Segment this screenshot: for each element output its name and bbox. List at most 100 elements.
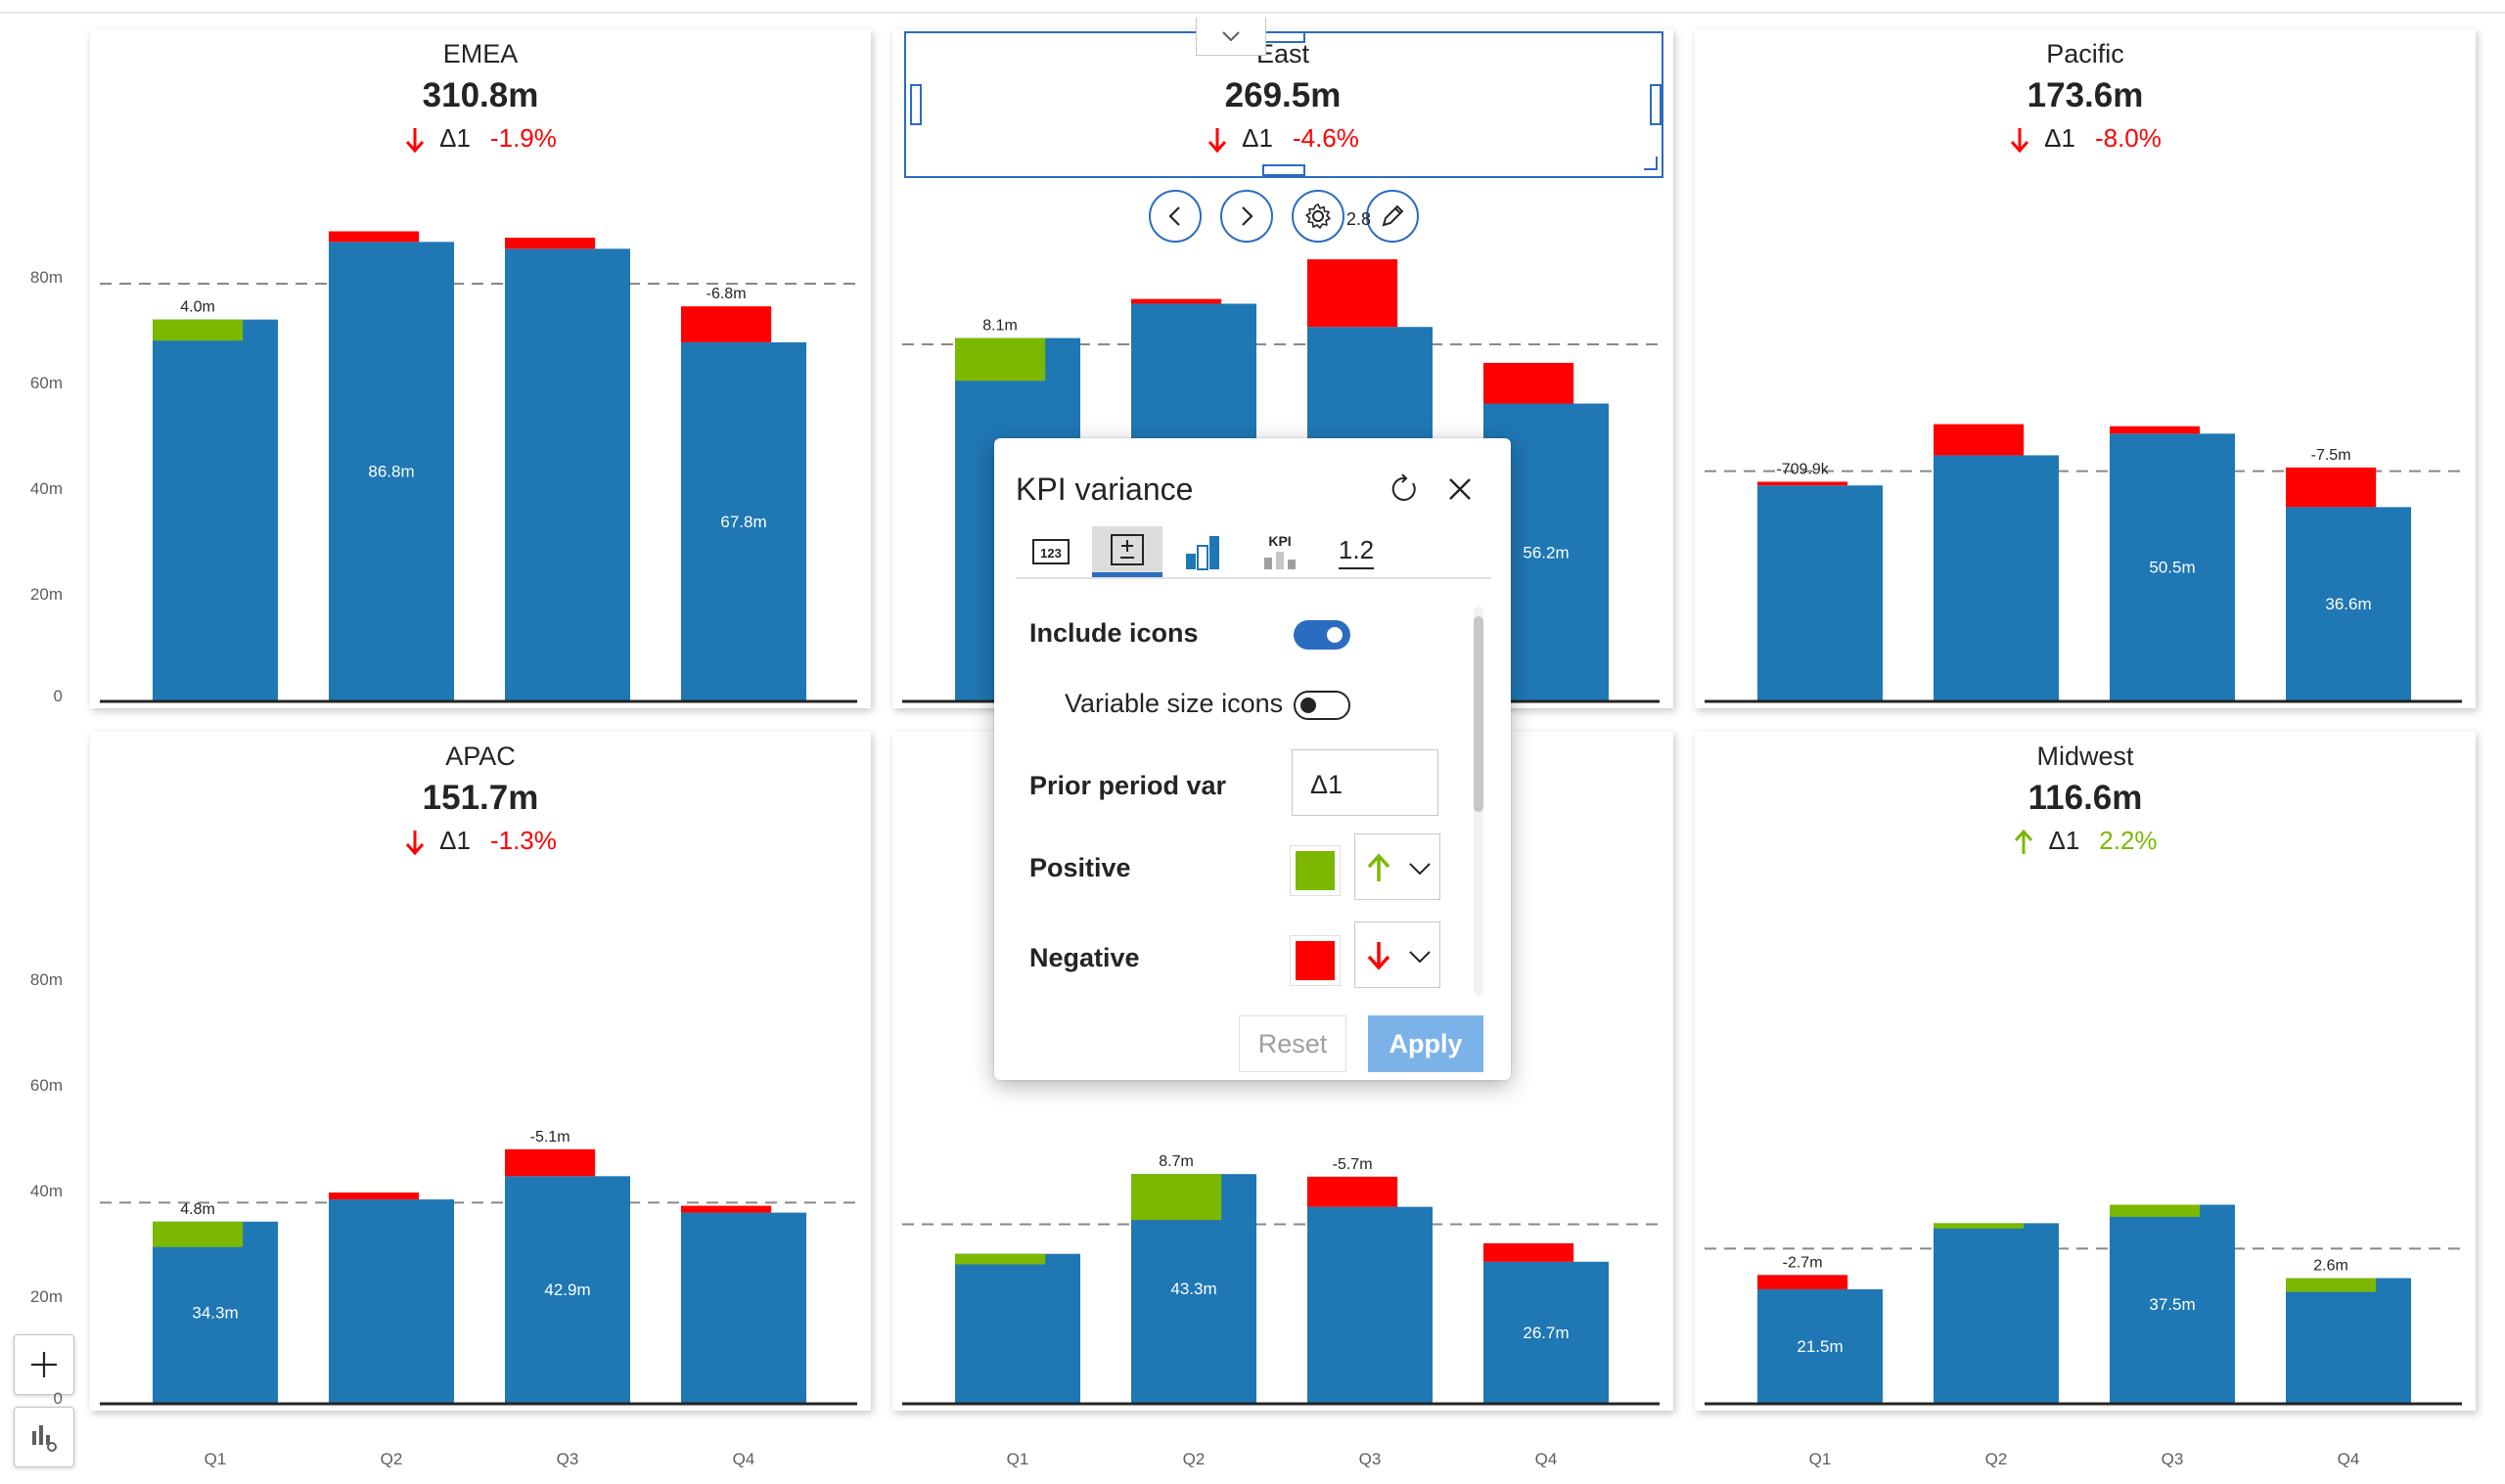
resize-handle-top[interactable] [1262,31,1305,43]
collapse-toggle[interactable] [1196,18,1266,56]
chevron-down-icon [1409,951,1431,964]
variance-data-label: -2.7m [1783,1254,1823,1271]
negative-variance-segment [2110,426,2201,434]
negative-color-picker[interactable] [1290,935,1341,986]
negative-variance-segment [329,231,420,243]
reset-button[interactable]: Reset [1239,1015,1346,1072]
panel-variance-row: Δ1 2.2% [1695,826,2476,856]
plus-icon [31,1352,57,1377]
resize-corner-handle[interactable] [1644,157,1658,170]
panel-variance-row: Δ1 -1.3% [90,826,871,856]
panel-variance-row: Δ1 -8.0% [1695,123,2476,154]
x-tick-label: Q4 [732,1450,755,1468]
chevron-down-icon [1222,31,1240,42]
settings-button[interactable] [1292,190,1344,243]
selection-box[interactable] [904,31,1663,178]
panel-total-value: 269.5m [1224,76,1342,114]
tab-variance[interactable] [1092,526,1162,577]
apply-button[interactable]: Apply [1368,1015,1483,1072]
value-data-label: 67.8m [720,513,766,531]
negative-variance-segment [1307,1176,1398,1207]
east-overlay-label: 2.8 [1346,209,1372,229]
chart-panel[interactable]: Midwest 116.6m Δ1 2.2% -2.7m 21.5m 37.5m 2.6m [1695,732,2476,1411]
edit-button[interactable] [1366,190,1419,243]
kpi-variance-dialog: KPI variance 123 KPI 1.2 Include icons V… [994,438,1511,1080]
negative-variance-segment [681,306,772,342]
variable-size-label: Variable size icons [1065,689,1284,718]
dialog-title: KPI variance [1016,472,1194,507]
x-tick-label: Q2 [1984,1450,2008,1468]
variance-percent: -1.9% [489,123,557,153]
tab-bar-chart[interactable] [1168,526,1239,577]
y-tick-label: 80m [29,970,63,989]
arrow-down-icon [1208,128,1227,154]
resize-handle-bottom[interactable] [1262,164,1305,176]
chart-panel[interactable]: APAC 151.7m Δ1 -1.3% 4.8m 34.3m -5.1m 42.9m [90,732,871,1411]
add-button[interactable] [14,1334,74,1395]
chart-panel[interactable]: Pacific 173.6m Δ1 -8.0% -709.9k 50.5m -7.5m 36.… [1695,29,2476,708]
bar-q3 [505,248,630,701]
bar-q2 [1934,455,2059,700]
panel-title: Pacific [2046,39,2124,68]
variance-data-label: -6.8m [706,286,747,302]
bar-q4 [1483,1261,1609,1403]
bar-q1 [1757,1288,1883,1403]
negative-color-swatch [1296,941,1335,980]
include-icons-toggle[interactable] [1294,620,1350,650]
bar-chart-icon [1186,536,1219,570]
chevron-down-icon [1409,863,1431,876]
bar-q1 [153,319,278,700]
tab-kpi[interactable]: KPI [1245,526,1315,577]
scrollbar-thumb[interactable] [1474,616,1483,812]
positive-icon-select[interactable] [1354,833,1440,900]
tab-number-format[interactable]: 123 [1016,526,1086,577]
prior-period-field[interactable]: Δ1 [1292,749,1438,816]
panel-total-value: 173.6m [2027,76,2144,114]
reset-dialog-button[interactable] [1384,468,1427,511]
x-tick-label: Q1 [1006,1450,1029,1468]
arrow-down-icon [1367,942,1390,970]
negative-variance-segment [1483,1242,1574,1262]
value-data-label: 26.7m [1523,1324,1569,1342]
negative-icon-select[interactable] [1354,922,1440,988]
y-tick-label: 80m [29,268,63,287]
delta-label: Δ1 [2048,826,2080,855]
bar-q4 [2286,1278,2411,1403]
x-tick-label: Q4 [1534,1450,1558,1468]
bar-q1 [1757,485,1883,700]
x-tick-label: Q1 [1808,1450,1832,1468]
delta-label: Δ1 [439,826,471,855]
dialog-scrollbar[interactable] [1474,607,1483,996]
prior-period-label: Prior period var [1029,771,1227,800]
close-dialog-button[interactable] [1438,468,1481,511]
chart-tools-button[interactable] [14,1407,74,1467]
value-data-label: 36.6m [2325,595,2371,613]
resize-handle-right[interactable] [1650,84,1662,125]
y-tick-label: 60m [29,374,63,392]
next-button[interactable] [1220,190,1273,243]
negative-variance-segment [1757,481,1848,486]
arrow-down-icon [406,128,425,154]
value-data-label: 43.3m [1170,1280,1216,1298]
negative-variance-segment [1757,1275,1848,1289]
variance-percent: -4.6% [1292,123,1359,153]
variable-size-toggle[interactable] [1294,691,1350,720]
panel-total-value: 116.6m [2027,779,2143,817]
positive-color-picker[interactable] [1290,845,1341,896]
bar-chart: 4.8m 34.3m -5.1m 42.9m [100,1129,863,1406]
value-data-label: 56.2m [1523,543,1569,562]
previous-button[interactable] [1149,190,1202,243]
tab-decimals[interactable]: 1.2 [1321,526,1391,577]
chevron-right-icon [1242,206,1253,226]
variance-data-label: 4.8m [180,1201,215,1218]
y-tick-label: 0 [53,1389,63,1408]
negative-variance-segment [1131,298,1222,304]
y-tick-label: 0 [53,687,63,705]
y-tick-label: 40m [29,1182,63,1200]
resize-handle-left[interactable] [910,84,922,125]
variance-data-label: 4.0m [180,299,215,316]
bar-q2 [1934,1223,2059,1403]
bar-q4 [681,1212,806,1403]
y-tick-label: 20m [29,585,63,604]
chart-panel[interactable]: EMEA 310.8m Δ1 -1.9% 4.0m 86.8m -6.8m 67.8m [90,29,871,708]
